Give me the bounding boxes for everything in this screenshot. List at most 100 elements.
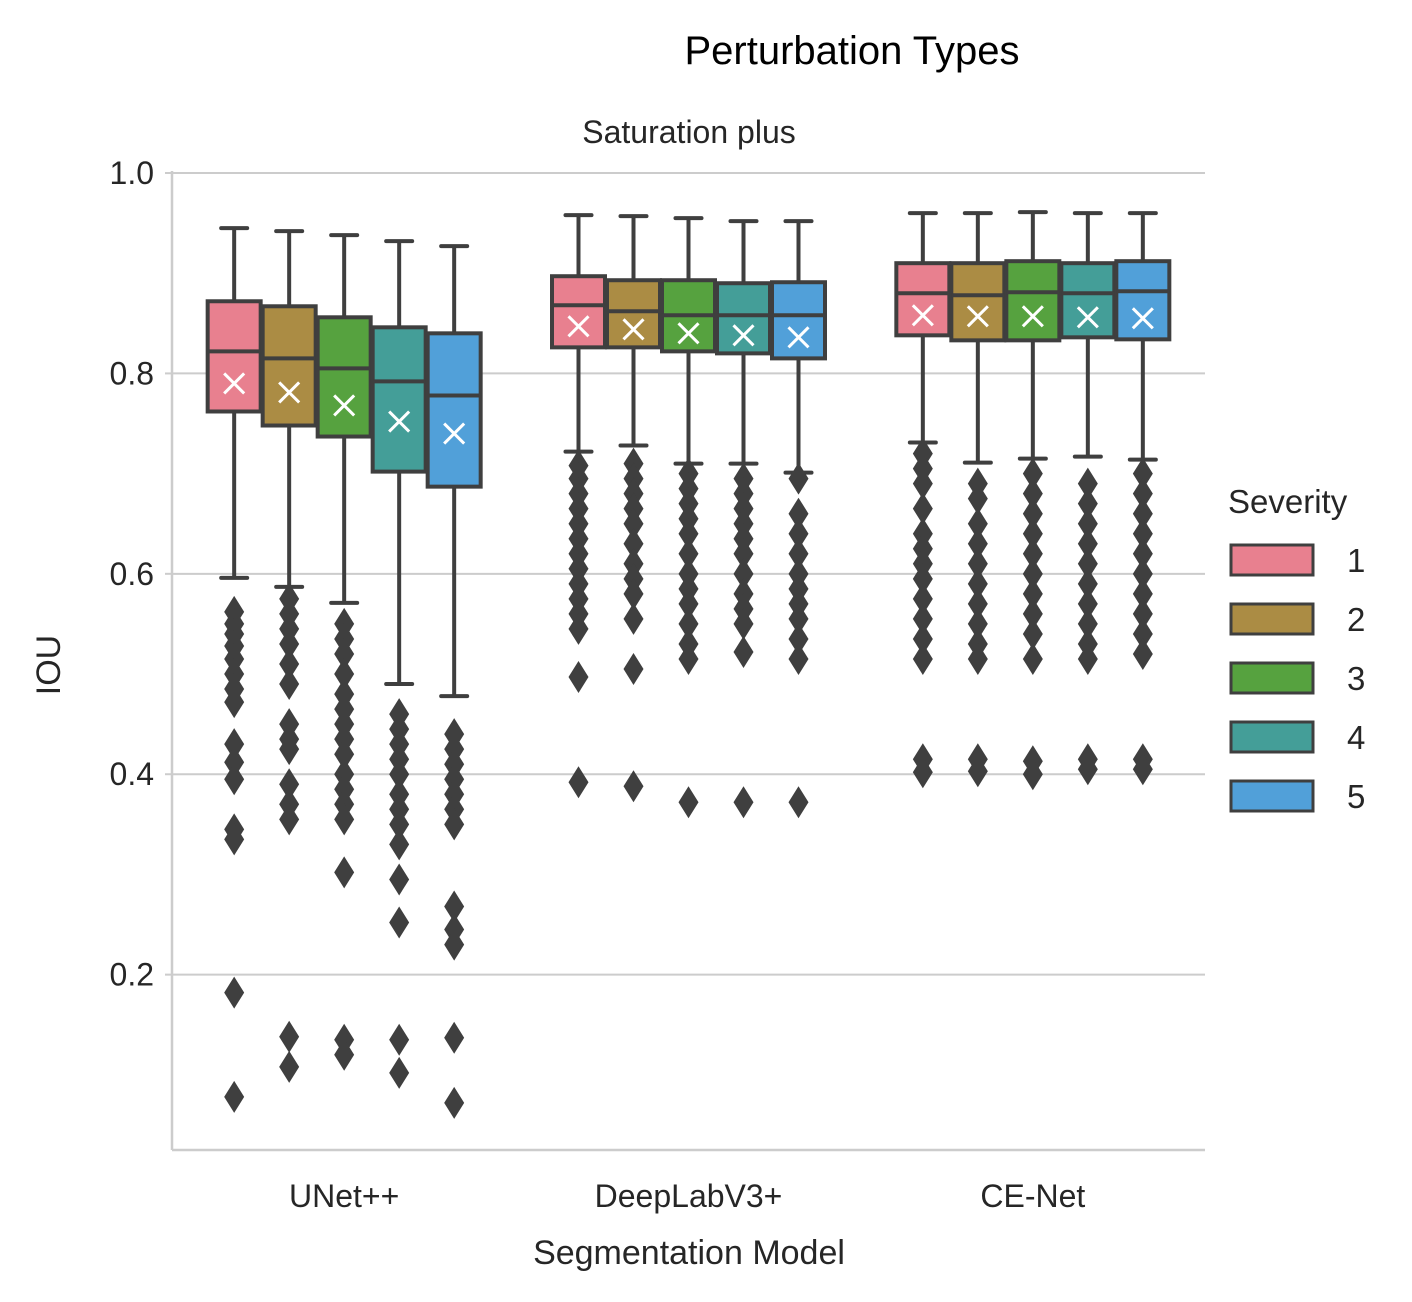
- outlier-point: [568, 766, 589, 799]
- mean-marker: [333, 394, 356, 417]
- outlier-point: [1132, 617, 1153, 650]
- outlier-point: [1022, 457, 1043, 490]
- outlier-point: [1132, 517, 1153, 550]
- outlier-point: [912, 467, 933, 500]
- box-5: [770, 219, 827, 819]
- box-5: [1114, 211, 1172, 786]
- outlier-point: [788, 537, 809, 570]
- box-iqr: [605, 278, 662, 350]
- outlier-point: [279, 668, 300, 701]
- box-iqr: [370, 325, 428, 474]
- outlier-point: [1022, 758, 1043, 791]
- outlier-point: [788, 517, 809, 550]
- outlier-point: [788, 497, 809, 530]
- box-3: [1004, 210, 1062, 791]
- outlier-point: [444, 1021, 465, 1054]
- outlier-point: [623, 577, 644, 610]
- outlier-point: [912, 642, 933, 675]
- outlier-point: [1022, 557, 1043, 590]
- legend-swatch-4: [1229, 720, 1315, 754]
- outlier-point: [279, 627, 300, 660]
- outlier-point: [389, 758, 410, 791]
- outlier-point: [1022, 642, 1043, 675]
- mean-marker: [732, 324, 755, 347]
- outlier-point: [1132, 497, 1153, 530]
- outlier-point: [224, 1080, 245, 1113]
- outlier-point: [678, 607, 699, 640]
- outlier-point: [733, 607, 754, 640]
- legend: Severity 1 2 3 4 5: [1228, 483, 1365, 815]
- outlier-point: [224, 976, 245, 1009]
- mean-marker: [1076, 306, 1099, 329]
- y-tick-label: 0.8: [110, 355, 154, 391]
- outlier-point: [1132, 577, 1153, 610]
- outlier-point: [1077, 607, 1098, 640]
- box-iqr: [1114, 259, 1172, 342]
- outlier-point: [334, 637, 355, 670]
- legend-swatch-3: [1229, 661, 1315, 695]
- outlier-point: [1077, 507, 1098, 540]
- box-iqr: [894, 261, 952, 338]
- outlier-point: [1132, 557, 1153, 590]
- box-2: [949, 211, 1007, 788]
- outlier-point: [1077, 547, 1098, 580]
- outlier-point: [967, 642, 988, 675]
- outlier-point: [1077, 587, 1098, 620]
- outlier-point: [1022, 617, 1043, 650]
- outlier-point: [1077, 467, 1098, 500]
- legend-label-3: 3: [1347, 660, 1365, 697]
- outlier-point: [623, 527, 644, 560]
- outlier-point: [279, 648, 300, 681]
- legend-title: Severity: [1228, 483, 1348, 520]
- mean-marker: [787, 326, 810, 349]
- outlier-point: [279, 768, 300, 801]
- chart-title: Perturbation Types: [684, 29, 1019, 73]
- outlier-point: [788, 622, 809, 655]
- axes: 0.2 0.4 0.6 0.8 1.0 UNet++ DeepLabV3+ CE-Net: [110, 155, 1205, 1214]
- mean-marker: [278, 381, 301, 404]
- outlier-point: [967, 567, 988, 600]
- outlier-point: [334, 658, 355, 691]
- outlier-point: [678, 537, 699, 570]
- mean-marker: [388, 410, 411, 433]
- outlier-point: [912, 492, 933, 525]
- box-3: [315, 233, 373, 1071]
- box-iqr: [425, 331, 483, 489]
- outlier-point: [788, 786, 809, 819]
- box-iqr: [1059, 261, 1117, 340]
- outlier-point: [1077, 487, 1098, 520]
- x-tick-label: CE-Net: [980, 1178, 1085, 1214]
- outlier-point: [623, 653, 644, 686]
- outlier-point: [279, 1050, 300, 1083]
- box-iqr: [715, 281, 772, 356]
- box-4: [715, 219, 772, 819]
- outlier-point: [444, 1086, 465, 1119]
- x-axis-label: Segmentation Model: [533, 1234, 845, 1272]
- outlier-point: [444, 890, 465, 923]
- outlier-point: [444, 808, 465, 841]
- outlier-point: [1132, 637, 1153, 670]
- outlier-point: [1022, 537, 1043, 570]
- y-tick-label: 0.2: [110, 957, 154, 993]
- outlier-point: [1132, 477, 1153, 510]
- legend-swatch-1: [1229, 543, 1315, 577]
- outlier-point: [224, 746, 245, 779]
- y-tick-label: 0.4: [110, 756, 154, 792]
- outlier-point: [224, 686, 245, 719]
- legend-swatch-5: [1229, 779, 1315, 813]
- outlier-point: [279, 803, 300, 836]
- outlier-point: [1022, 517, 1043, 550]
- box-4: [370, 239, 428, 1089]
- outlier-point: [1132, 597, 1153, 630]
- box-iqr: [949, 261, 1007, 343]
- outlier-point: [279, 1020, 300, 1053]
- outlier-point: [224, 728, 245, 761]
- outlier-point: [967, 527, 988, 560]
- outlier-point: [444, 928, 465, 961]
- outlier-point: [1077, 567, 1098, 600]
- box-1: [205, 226, 263, 1113]
- mean-marker: [443, 422, 466, 445]
- outlier-point: [967, 547, 988, 580]
- outlier-point: [967, 507, 988, 540]
- outlier-point: [389, 863, 410, 896]
